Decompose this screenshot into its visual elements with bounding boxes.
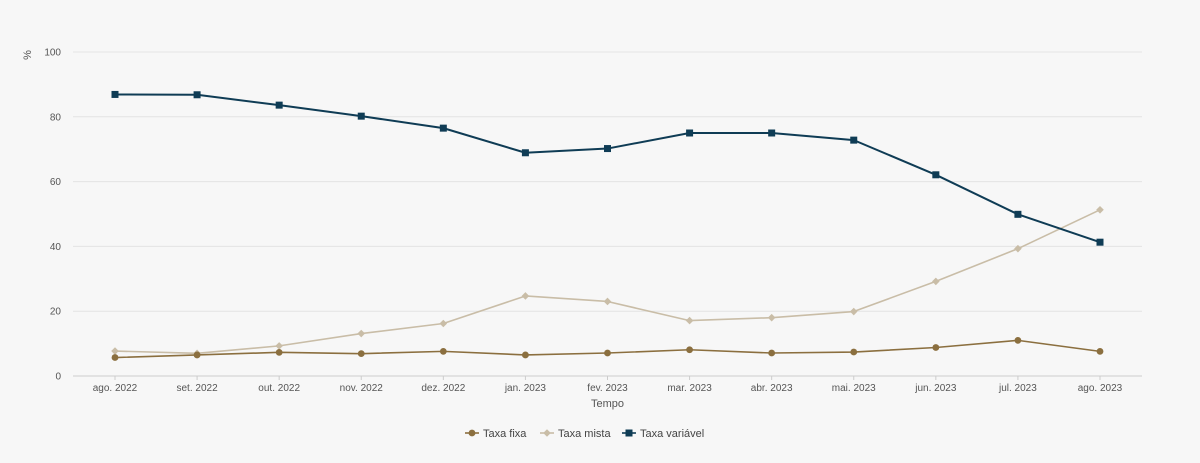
data-point	[1096, 205, 1104, 214]
series-taxa-variável	[111, 90, 1104, 246]
legend-item[interactable]: Taxa fixa	[465, 428, 527, 440]
x-tick-label: set. 2022	[177, 383, 219, 394]
data-point	[686, 129, 694, 137]
data-point	[439, 319, 448, 328]
x-tick-label: out. 2022	[258, 383, 300, 394]
data-point	[932, 344, 940, 351]
axes: 0 20 40 60 80 100 ago. 2022 set. 2022 out. 2022 n…	[44, 48, 1142, 394]
legend-item[interactable]: Taxa mista	[540, 428, 611, 440]
legend-marker	[543, 429, 551, 437]
x-tick-label: jun. 2023	[914, 383, 957, 394]
data-point	[357, 112, 365, 120]
x-tick-label: mar. 2023	[667, 383, 712, 394]
data-point	[932, 277, 940, 286]
legend-item[interactable]: Taxa variável	[622, 428, 704, 440]
series-line	[114, 209, 1101, 355]
data-point	[521, 149, 529, 157]
data-point	[604, 349, 611, 357]
data-point	[768, 349, 776, 357]
x-tick-label: ago. 2023	[1078, 383, 1123, 394]
x-tick-label: jan. 2023	[504, 383, 547, 394]
data-point	[1014, 336, 1022, 344]
data-point	[193, 351, 201, 359]
legend-marker	[468, 429, 476, 437]
data-point	[850, 136, 858, 144]
data-point	[521, 292, 530, 300]
series-taxa-fixa	[111, 336, 1104, 361]
data-point	[686, 346, 693, 354]
data-point	[767, 313, 776, 322]
y-tick-label: 0	[55, 372, 61, 383]
legend-label: Taxa mista	[558, 428, 611, 440]
gridlines	[73, 51, 1142, 312]
data-point	[685, 316, 694, 325]
x-tick-label: nov. 2022	[340, 383, 384, 394]
data-point	[111, 90, 119, 98]
x-tick-label: abr. 2023	[751, 383, 793, 394]
y-axis-label: %	[22, 50, 34, 60]
data-point	[439, 347, 447, 355]
data-point	[604, 145, 611, 153]
legend[interactable]: Taxa fixa Taxa mista Taxa variável	[465, 428, 704, 440]
series-taxa-mista	[111, 205, 1104, 358]
y-tick-label: 40	[50, 242, 62, 253]
data-point	[111, 354, 119, 361]
data-point	[1014, 210, 1022, 218]
data-point	[1014, 244, 1022, 253]
data-point	[768, 129, 776, 137]
legend-label: Taxa variável	[640, 428, 704, 440]
legend-marker	[625, 429, 633, 437]
data-point	[850, 348, 858, 356]
series	[111, 90, 1104, 361]
x-tick-label: mai. 2023	[832, 383, 876, 394]
y-tick-label: 60	[50, 177, 62, 188]
data-point	[111, 347, 119, 355]
x-tick-label: jul. 2023	[998, 383, 1037, 394]
y-tick-label: 80	[50, 112, 62, 123]
x-tick-label: ago. 2022	[93, 383, 138, 394]
x-axis-label: Tempo	[591, 398, 624, 410]
data-point	[522, 351, 529, 359]
data-point	[275, 348, 283, 356]
data-point	[1096, 238, 1104, 246]
data-point	[193, 91, 201, 99]
y-tick-label: 100	[44, 48, 61, 59]
x-tick-label: dez. 2022	[421, 383, 465, 394]
data-point	[357, 329, 366, 338]
data-point	[849, 307, 858, 316]
data-point	[357, 350, 365, 358]
data-point	[603, 297, 612, 306]
legend-label: Taxa fixa	[483, 428, 527, 440]
y-tick-label: 20	[50, 307, 62, 318]
data-point	[275, 342, 283, 350]
data-point	[439, 124, 447, 132]
data-point	[275, 101, 283, 109]
data-point	[1096, 347, 1104, 355]
x-tick-label: fev. 2023	[587, 383, 628, 394]
data-point	[932, 171, 940, 179]
